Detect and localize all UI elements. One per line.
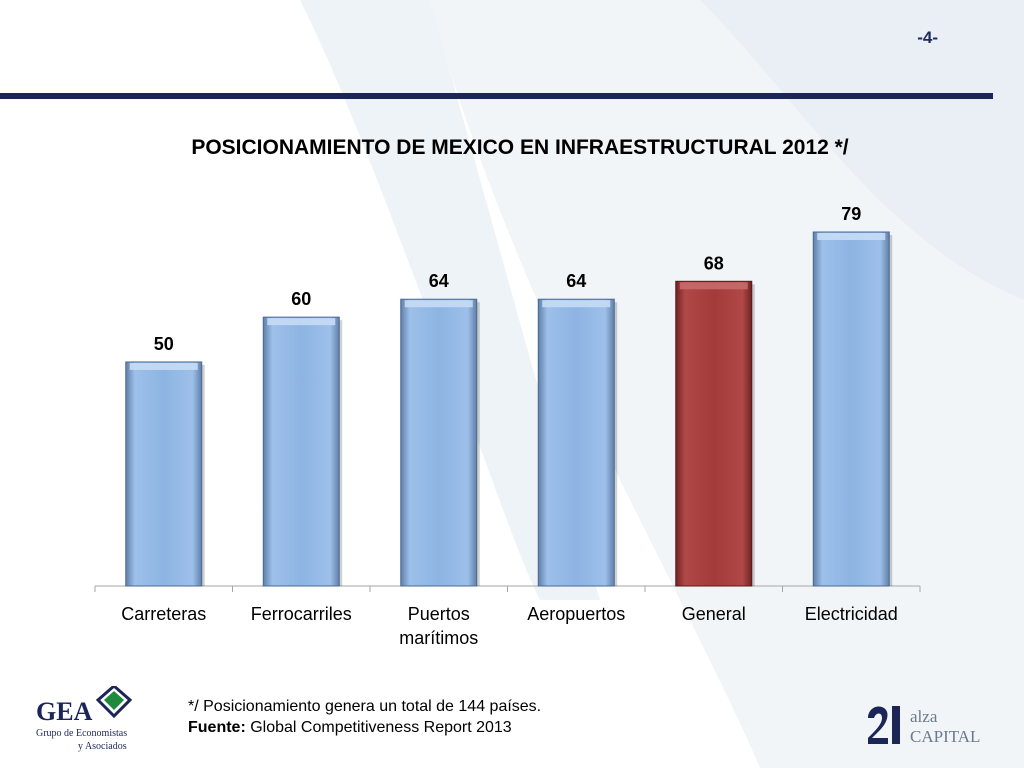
bar-bevel [129,362,198,370]
gea-logo-line2: y Asociados [78,741,127,752]
chart-title: POSICIONAMIENTO DE MEXICO EN INFRAESTRUC… [191,136,849,159]
gea-emblem-icon [95,686,133,719]
gea-logo: GEA Grupo de Economistas y Asociados [36,686,133,752]
header-rule [0,93,993,99]
page-number: -4- [917,28,938,47]
bar-bevel [542,300,611,308]
bar-carreteras [125,361,203,587]
category-label: Puertos [408,604,470,624]
bar-bevel [267,318,336,326]
footnote: */ Posicionamiento genera un total de 14… [188,696,541,738]
category-label: Aeropuertos [527,604,625,624]
data-label: 50 [154,334,174,354]
gea-logo-name: GEA [36,697,93,726]
category-label: marítimos [399,628,478,648]
footnote-source: Fuente: Global Competitiveness Report 20… [188,717,541,738]
bar-ferrocarriles [262,316,340,587]
data-label: 64 [429,271,449,291]
alza-logo-top: alza [910,707,938,726]
category-label: General [682,604,746,624]
bar-puertos-mar-timos [400,298,478,587]
bar-bevel [404,300,473,308]
bar-general [675,280,753,587]
alza-capital-logo: alza CAPITAL [868,706,980,746]
category-label: Electricidad [805,604,898,624]
alza-logo-bottom: CAPITAL [910,727,980,746]
gea-logo-line1: Grupo de Economistas [36,728,127,739]
alza-emblem-icon [868,706,900,744]
source-text: Global Competitiveness Report 2013 [245,719,512,736]
category-label: Ferrocarriles [251,604,352,624]
bar-aeropuertos [537,298,615,587]
source-label: Fuente: [188,719,246,736]
category-label: Carreteras [121,604,206,624]
bar-bevel [679,282,748,290]
bar-electricidad [812,231,890,587]
data-label: 68 [704,253,724,273]
data-label: 79 [841,204,861,224]
footnote-note: */ Posicionamiento genera un total de 14… [188,698,542,715]
data-label: 64 [566,271,586,291]
data-label: 60 [291,289,311,309]
bar-bevel [817,233,886,240]
